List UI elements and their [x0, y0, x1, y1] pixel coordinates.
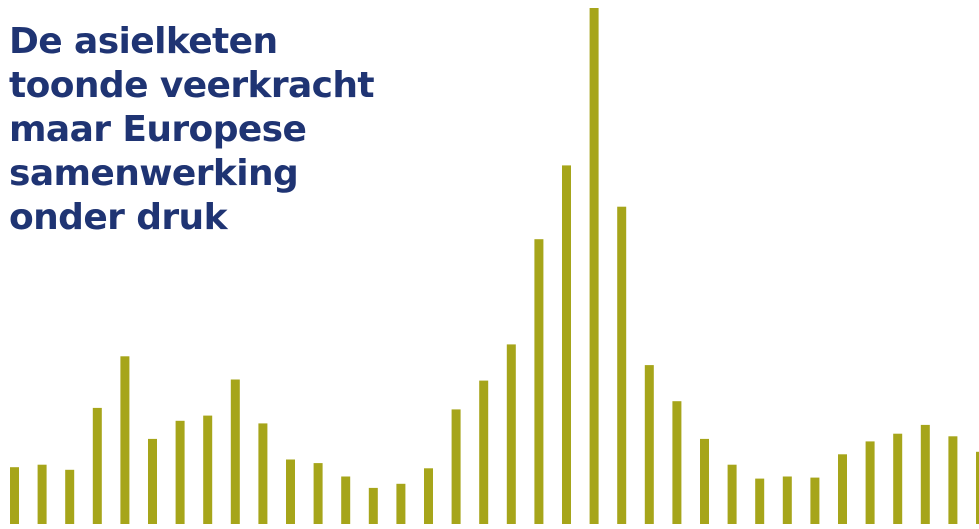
bar: [755, 478, 765, 524]
bar: [203, 415, 213, 524]
bar: [313, 463, 323, 524]
bar: [562, 165, 571, 524]
bar: [810, 477, 820, 524]
title-line: maar Europese: [9, 109, 307, 150]
bar: [341, 476, 351, 524]
bar: [479, 380, 489, 524]
bar: [617, 206, 627, 524]
bar: [589, 8, 599, 524]
bar: [368, 487, 378, 524]
chart-title: De asielketen toonde veerkracht maar Eur…: [9, 20, 429, 240]
bar: [148, 438, 157, 524]
bar: [230, 379, 240, 524]
title-line: toonde veerkracht: [9, 65, 375, 106]
bar: [451, 409, 461, 524]
bar: [838, 454, 847, 524]
bar: [644, 365, 654, 524]
bar: [534, 239, 544, 524]
bar: [506, 344, 516, 524]
bar-series: [10, 8, 979, 524]
bar: [782, 476, 792, 524]
bar: [424, 468, 433, 524]
bar: [258, 423, 268, 524]
bar: [286, 459, 295, 524]
bar: [920, 424, 930, 524]
bar: [37, 464, 47, 524]
bar: [948, 436, 958, 524]
bar: [976, 451, 979, 524]
bar: [120, 356, 130, 524]
bar: [10, 467, 19, 524]
bar: [65, 469, 75, 524]
bar: [727, 464, 737, 524]
bar: [865, 441, 875, 524]
bar: [175, 420, 185, 524]
bar: [700, 438, 709, 524]
title-line: samenwerking: [9, 153, 299, 194]
title-line: onder druk: [9, 197, 228, 238]
title-line: De asielketen: [9, 21, 278, 62]
bar: [92, 407, 102, 524]
bar: [672, 401, 682, 524]
bar: [396, 483, 406, 524]
bar: [893, 433, 903, 524]
